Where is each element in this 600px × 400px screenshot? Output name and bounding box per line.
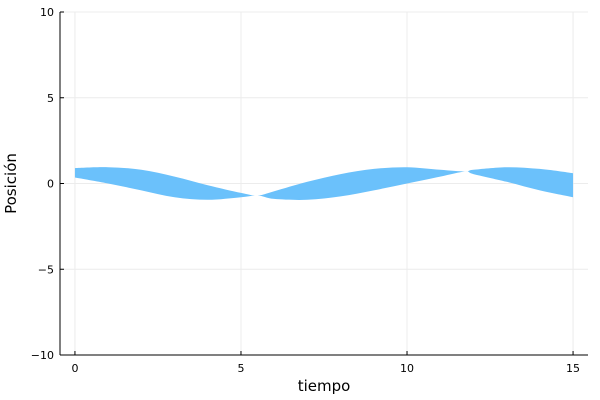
y-axis-label: Posición	[2, 153, 20, 214]
y-tick-label: −10	[31, 349, 54, 362]
y-tick-label: 5	[47, 92, 54, 105]
y-tick-label: 0	[47, 178, 54, 191]
x-tick-label: 5	[237, 362, 244, 375]
position-band	[74, 167, 574, 200]
y-tick-label: 10	[40, 6, 54, 19]
y-tick-label: −5	[38, 263, 54, 276]
x-tick-label: 10	[400, 362, 414, 375]
x-axis-label: tiempo	[298, 377, 351, 395]
tick-labels: 0 5 10 15 −10 −5 0 5 10	[31, 6, 580, 375]
x-tick-label: 0	[71, 362, 78, 375]
axes	[59, 11, 588, 356]
x-tick-label: 15	[566, 362, 580, 375]
